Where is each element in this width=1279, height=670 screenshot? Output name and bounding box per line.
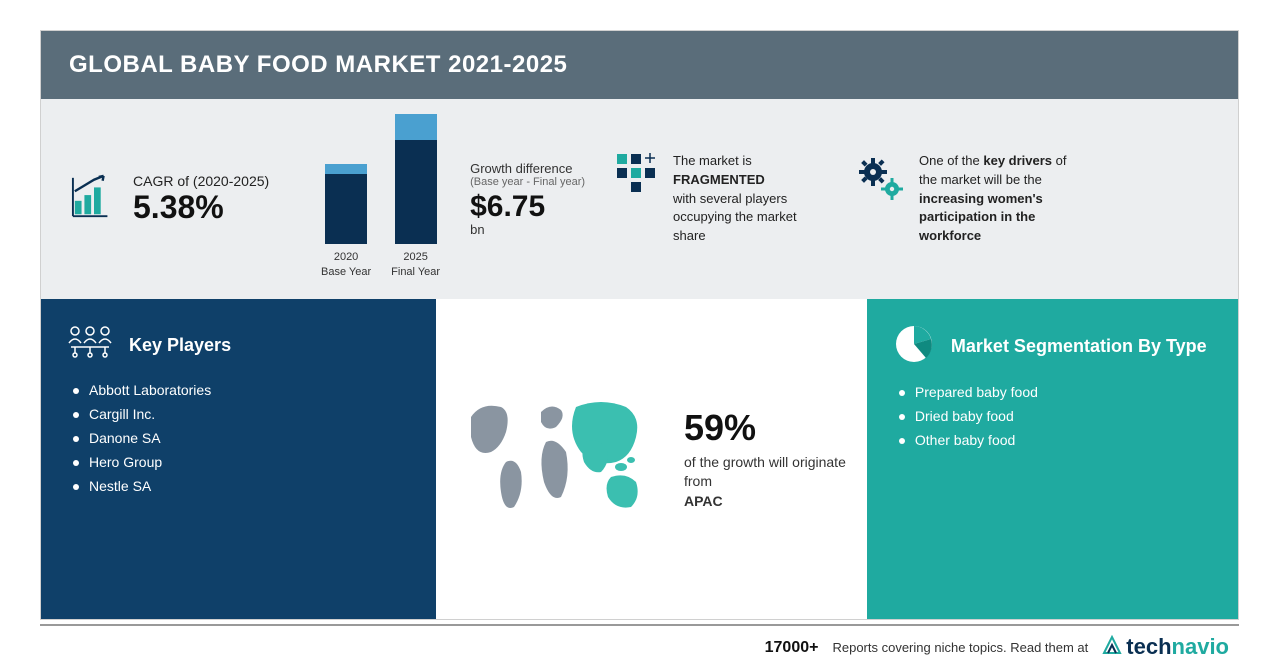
map-text-pre: of the growth will originate from xyxy=(684,454,846,490)
technavio-logo: technavio xyxy=(1102,634,1229,661)
cagr-label: CAGR of (2020-2025) xyxy=(133,173,269,189)
list-item: Hero Group xyxy=(73,454,410,470)
bar0-year: 2020 xyxy=(334,251,358,263)
bar-base-year: 2020 Base Year xyxy=(321,164,371,279)
driver-bold1: key drivers xyxy=(983,153,1052,168)
people-network-icon xyxy=(67,323,113,368)
segmentation-title: Market Segmentation By Type xyxy=(951,336,1207,358)
report-count: 17000+ xyxy=(765,639,819,657)
footer-bar: 17000+ Reports covering niche topics. Re… xyxy=(40,624,1239,661)
geography-panel: 59% of the growth will originate from AP… xyxy=(436,299,867,619)
cagr-value: 5.38% xyxy=(133,189,269,226)
bottom-panels: Key Players Abbott Laboratories Cargill … xyxy=(41,299,1238,619)
list-item: Prepared baby food xyxy=(899,384,1212,400)
header-title: GLOBAL BABY FOOD MARKET 2021-2025 xyxy=(69,51,567,78)
growth-diff-value: $6.75 xyxy=(470,192,585,222)
frag-bold: FRAGMENTED xyxy=(673,172,765,187)
segmentation-list: Prepared baby food Dried baby food Other… xyxy=(893,384,1212,448)
players-title: Key Players xyxy=(129,335,231,357)
players-list: Abbott Laboratories Cargill Inc. Danone … xyxy=(67,382,410,494)
frag-line1: The market is xyxy=(673,153,752,168)
bar1-year: 2025 xyxy=(403,251,427,263)
driver-pre: One of the xyxy=(919,153,983,168)
list-item: Cargill Inc. xyxy=(73,406,410,422)
cagr-block: CAGR of (2020-2025) 5.38% xyxy=(51,173,301,226)
fragmented-text: The market is FRAGMENTED with several pl… xyxy=(673,152,825,246)
bar1-sub: Final Year xyxy=(391,266,440,278)
growth-diff-label: Growth difference xyxy=(470,161,585,176)
gears-icon xyxy=(855,152,905,207)
bar-final-year: 2025 Final Year xyxy=(391,114,440,279)
infographic-container: GLOBAL BABY FOOD MARKET 2021-2025 CAGR o… xyxy=(40,30,1239,620)
driver-text: One of the key drivers of the market wil… xyxy=(919,152,1085,246)
growth-percent: 59% xyxy=(684,407,847,449)
growth-bar-chart: 2020 Base Year 2025 Final Year xyxy=(311,119,450,279)
key-players-panel: Key Players Abbott Laboratories Cargill … xyxy=(41,299,436,619)
segmentation-panel: Market Segmentation By Type Prepared bab… xyxy=(867,299,1238,619)
footer-text: Reports covering niche topics. Read them… xyxy=(832,640,1088,655)
growth-diff-unit: bn xyxy=(470,222,585,237)
logo-text-a: tech xyxy=(1126,634,1171,659)
bar0-sub: Base Year xyxy=(321,266,371,278)
list-item: Danone SA xyxy=(73,430,410,446)
map-text-wrap: 59% of the growth will originate from AP… xyxy=(684,407,847,512)
pie-chart-icon xyxy=(893,323,935,370)
header-bar: GLOBAL BABY FOOD MARKET 2021-2025 xyxy=(41,31,1238,99)
map-region: APAC xyxy=(684,493,723,509)
fragmented-block: The market is FRAGMENTED with several pl… xyxy=(605,152,835,246)
key-driver-block: One of the key drivers of the market wil… xyxy=(845,152,1095,246)
logo-text-b: navio xyxy=(1172,634,1229,659)
bar-chart-growth-icon xyxy=(71,174,117,225)
driver-bold2: increasing women's participation in the … xyxy=(919,191,1043,244)
cagr-text-wrap: CAGR of (2020-2025) 5.38% xyxy=(133,173,269,226)
stats-row: CAGR of (2020-2025) 5.38% 2020 Base Year xyxy=(41,99,1238,299)
fragment-grid-icon xyxy=(615,152,659,201)
logo-mark-icon xyxy=(1102,635,1122,661)
list-item: Abbott Laboratories xyxy=(73,382,410,398)
list-item: Other baby food xyxy=(899,432,1212,448)
list-item: Nestle SA xyxy=(73,478,410,494)
list-item: Dried baby food xyxy=(899,408,1212,424)
growth-diff-sublabel: (Base year - Final year) xyxy=(470,176,585,188)
frag-line2: with several players occupying the marke… xyxy=(673,191,797,244)
growth-difference-block: Growth difference (Base year - Final yea… xyxy=(460,161,595,237)
growth-region-text: of the growth will originate from APAC xyxy=(684,453,847,512)
world-map-icon xyxy=(456,382,666,537)
